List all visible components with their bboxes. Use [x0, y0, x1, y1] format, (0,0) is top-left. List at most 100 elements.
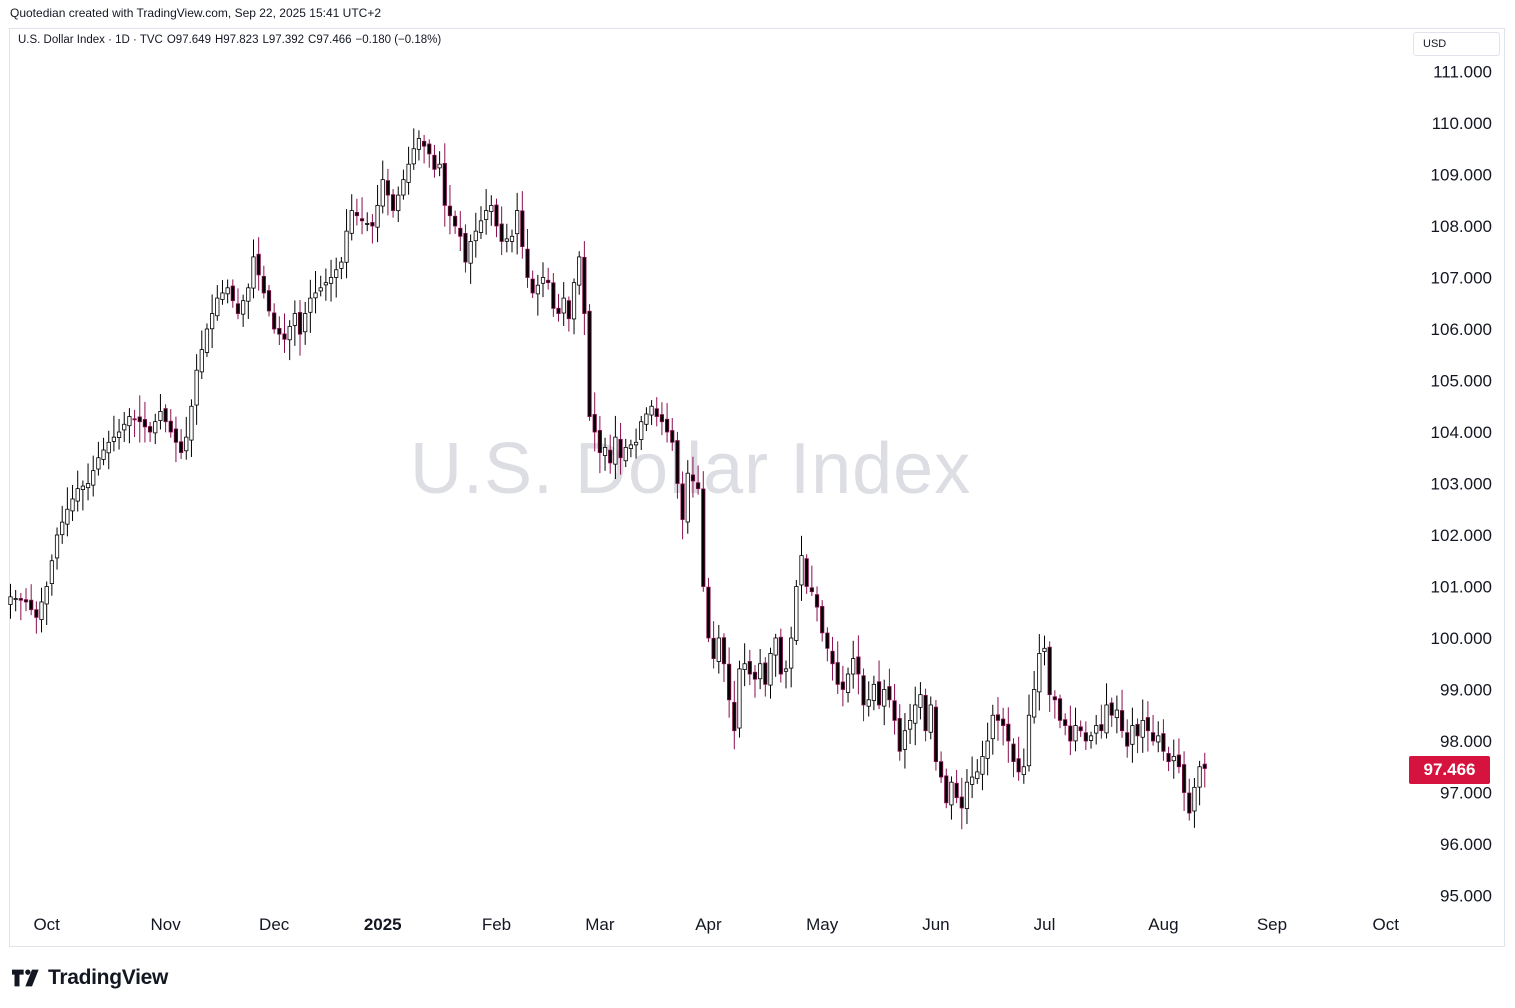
candle-body: [959, 796, 964, 809]
legend-close: C97.466: [308, 34, 352, 46]
candle-body: [1181, 764, 1187, 793]
candle-body: [411, 148, 416, 165]
candle-body: [933, 706, 939, 763]
candle-body: [923, 695, 928, 732]
candles-group: [8, 128, 1207, 830]
candle-body: [571, 282, 577, 320]
candle-body: [980, 756, 985, 775]
candle-body: [442, 163, 447, 206]
candle-body: [1047, 646, 1052, 696]
candle-body: [1202, 763, 1207, 769]
candle-body: [1187, 792, 1192, 814]
candle-body: [504, 238, 509, 242]
candle-body: [566, 300, 571, 320]
candle-body: [954, 782, 959, 799]
candle-body: [768, 653, 773, 686]
candle-body: [49, 560, 54, 584]
candle-body: [406, 163, 411, 183]
candle-body: [783, 668, 789, 672]
candle-body: [349, 210, 354, 234]
candle-body: [13, 598, 18, 600]
candle-body: [458, 227, 463, 237]
candle-body: [318, 287, 323, 292]
time-axis[interactable]: Oct Nov Dec 2025 Feb Mar Apr May Jun Jul Aug Sep Oct: [33, 915, 1399, 934]
brand-name: TradingView: [48, 966, 169, 989]
price-tick-label: 95.000: [1440, 887, 1492, 906]
candle-body: [515, 210, 520, 235]
symbol-legend: U.S. Dollar Index · 1D · TVC O97.649 H97…: [18, 34, 441, 46]
price-tick-label: 100.000: [1431, 629, 1492, 648]
candle-body: [401, 179, 406, 196]
candle-body: [577, 256, 582, 286]
price-tick-label: 101.000: [1431, 578, 1492, 597]
legend-high: H97.823: [214, 34, 259, 46]
candle-body: [887, 686, 892, 701]
candle-body: [1099, 724, 1104, 732]
candle-body: [230, 285, 235, 302]
candle-body: [696, 482, 701, 490]
price-tick-label: 111.000: [1433, 63, 1492, 82]
candle-body: [509, 235, 515, 242]
candle-body: [758, 663, 763, 680]
candle-body: [189, 405, 194, 441]
candle-body: [1197, 766, 1202, 788]
candle-body: [944, 775, 949, 804]
currency-selector[interactable]: USD: [1413, 32, 1500, 56]
legend-change: −0.180 (−0.18%): [355, 34, 442, 46]
candle-body: [277, 327, 282, 335]
candle-body: [820, 606, 825, 634]
candle-body: [199, 349, 204, 373]
candle-body: [484, 210, 489, 220]
candle-body: [964, 781, 970, 809]
candle-body: [44, 586, 49, 605]
candle-body: [1130, 725, 1135, 745]
candle-body: [60, 521, 65, 536]
time-tick-label: Aug: [1148, 915, 1178, 934]
candle-body: [1011, 743, 1016, 762]
candle-body: [39, 601, 44, 620]
candle-body: [628, 444, 634, 449]
symbol-watermark: U.S. Dollar Index: [410, 429, 972, 509]
candle-body: [789, 637, 794, 669]
candle-body: [334, 269, 339, 278]
candle-body: [716, 637, 721, 662]
price-tick-label: 106.000: [1431, 320, 1492, 339]
candle-body: [520, 210, 525, 247]
candle-body: [1109, 702, 1114, 716]
candle-body: [101, 449, 106, 460]
chart-credit: Quotedian created with TradingView.com, …: [10, 6, 382, 20]
candle-body: [1032, 689, 1037, 718]
candle-body: [106, 441, 111, 454]
candle-body: [939, 761, 944, 778]
candle-body: [375, 204, 380, 228]
tradingview-brand[interactable]: TradingView: [12, 966, 168, 990]
candle-body: [194, 369, 199, 406]
candle-body: [168, 420, 173, 433]
candle-body: [592, 414, 597, 433]
candle-body: [158, 410, 163, 421]
time-tick-label: Oct: [33, 915, 60, 934]
price-tick-label: 103.000: [1431, 475, 1492, 494]
candle-body: [1016, 758, 1021, 773]
candle-body: [675, 440, 680, 484]
time-tick-label: Dec: [259, 915, 290, 934]
candle-body: [1145, 717, 1150, 732]
candle-body: [463, 233, 468, 263]
candle-body: [75, 488, 80, 502]
price-axis[interactable]: 111.000 110.000 109.000 108.000 107.000 106.0…: [1431, 63, 1492, 906]
price-tick-label: 96.000: [1440, 835, 1492, 854]
candle-body: [339, 261, 344, 269]
candle-body: [540, 277, 546, 284]
candle-body: [897, 718, 902, 752]
candle-body: [856, 656, 861, 675]
candle-body: [1135, 723, 1140, 737]
legend-symbol[interactable]: U.S. Dollar Index · 1D · TVC: [18, 34, 163, 46]
candle-body: [809, 587, 814, 593]
candle-body: [489, 204, 494, 212]
candle-body: [654, 408, 659, 417]
legend-low: L97.392: [262, 34, 305, 46]
time-tick-label: May: [806, 915, 839, 934]
candle-body: [608, 449, 613, 464]
chart-pane[interactable]: [9, 28, 1505, 947]
